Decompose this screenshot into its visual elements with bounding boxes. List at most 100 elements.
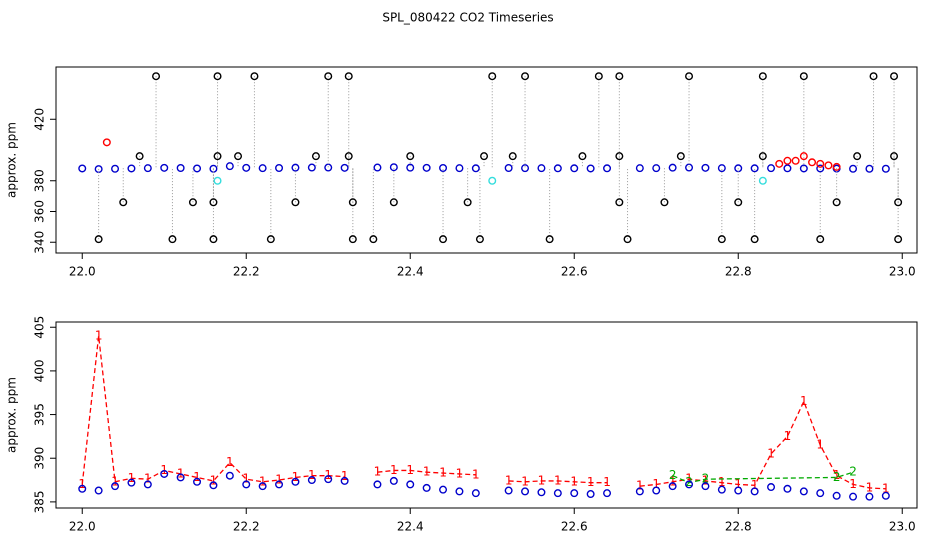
point: [193, 164, 202, 173]
point: [475, 235, 484, 244]
point: [242, 163, 251, 172]
point-label: 1: [538, 473, 546, 487]
point: [307, 163, 316, 172]
point: [94, 235, 103, 244]
point: [127, 164, 136, 173]
point: [209, 481, 218, 490]
y-tick-label: 395: [33, 403, 47, 426]
point: [783, 484, 792, 493]
x-tick-label: 22.4: [397, 520, 424, 534]
point: [406, 152, 415, 161]
point: [307, 476, 316, 485]
point-label: 1: [423, 465, 431, 479]
point: [373, 163, 382, 172]
point: [537, 488, 546, 497]
point: [717, 485, 726, 494]
point: [521, 487, 530, 496]
point: [816, 159, 825, 168]
point: [808, 158, 817, 167]
point: [783, 164, 792, 173]
point: [668, 163, 677, 172]
point: [799, 164, 808, 173]
point-label: 1: [275, 473, 283, 487]
point-label: 1: [439, 466, 447, 480]
point: [242, 480, 251, 489]
point: [734, 198, 743, 207]
y-tick-label: 385: [33, 490, 47, 513]
point: [750, 487, 759, 496]
point: [291, 198, 300, 207]
plot-frame: [55, 66, 918, 254]
point-label: 1: [636, 479, 644, 493]
point-label: 1: [800, 394, 808, 408]
point: [266, 235, 275, 244]
point-label: 1: [128, 471, 136, 485]
point: [890, 72, 899, 81]
point: [570, 164, 579, 173]
point-label: 2: [669, 468, 677, 482]
point: [422, 163, 431, 172]
point-label: 1: [406, 463, 414, 477]
point: [615, 198, 624, 207]
point: [894, 198, 903, 207]
point-label: 1: [570, 474, 578, 488]
point-label: 1: [292, 470, 300, 484]
point: [521, 72, 530, 81]
point: [799, 152, 808, 161]
point: [111, 482, 120, 491]
point: [152, 72, 161, 81]
x-tick-label: 22.2: [233, 265, 260, 279]
point: [865, 164, 874, 173]
point: [422, 483, 431, 492]
point: [869, 72, 878, 81]
point: [340, 163, 349, 172]
point: [734, 486, 743, 495]
point: [717, 235, 726, 244]
point-label: 1: [308, 468, 316, 482]
point: [176, 473, 185, 482]
point: [369, 235, 378, 244]
y-tick-label: 390: [33, 447, 47, 470]
point: [791, 156, 800, 165]
point: [767, 483, 776, 492]
point: [545, 235, 554, 244]
point: [234, 152, 243, 161]
point: [373, 480, 382, 489]
point: [849, 164, 858, 173]
point: [488, 72, 497, 81]
point: [853, 152, 862, 161]
point-label: 1: [521, 474, 529, 488]
point: [603, 164, 612, 173]
point: [824, 161, 833, 170]
x-tick-label: 23.0: [889, 265, 916, 279]
point-label: 1: [702, 473, 710, 487]
point-label: 1: [226, 455, 234, 469]
point: [291, 163, 300, 172]
point: [816, 164, 825, 173]
point: [258, 482, 267, 491]
point-label: 1: [866, 480, 874, 494]
point: [758, 176, 767, 185]
point: [213, 152, 222, 161]
point-label: 1: [374, 465, 382, 479]
point: [209, 235, 218, 244]
point: [324, 72, 333, 81]
point: [275, 480, 284, 489]
point: [291, 477, 300, 486]
point-label: 1: [718, 475, 726, 489]
point: [553, 489, 562, 498]
y-tick-label: 340: [33, 231, 47, 254]
point-label: 1: [652, 477, 660, 491]
point: [816, 489, 825, 498]
x-tick-label: 23.0: [889, 520, 916, 534]
point-label: 2: [849, 465, 857, 479]
y-axis-label: approx. ppm: [5, 377, 19, 453]
point: [894, 235, 903, 244]
point-label: 1: [784, 429, 792, 443]
point: [799, 72, 808, 81]
point: [799, 487, 808, 496]
point: [832, 491, 841, 500]
point-label: 1: [505, 473, 513, 487]
point: [439, 485, 448, 494]
